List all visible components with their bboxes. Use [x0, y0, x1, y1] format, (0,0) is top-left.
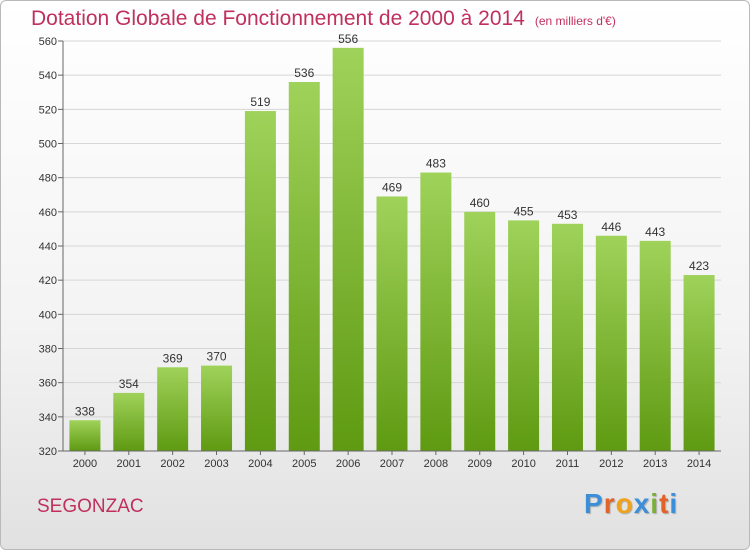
data-label: 536	[294, 66, 314, 80]
x-tick-label: 2005	[292, 458, 316, 470]
bar	[464, 211, 496, 451]
logo-letter: r	[603, 488, 616, 519]
bar	[420, 172, 452, 451]
data-label: 354	[119, 377, 139, 391]
y-tick-label: 560	[39, 36, 57, 48]
bar	[244, 111, 276, 452]
data-label: 370	[207, 350, 227, 364]
logo-letter: o	[615, 488, 634, 519]
data-label: 519	[250, 95, 270, 109]
x-tick-label: 2008	[424, 458, 448, 470]
y-tick-label: 540	[39, 70, 57, 82]
data-label: 443	[645, 225, 665, 239]
bar	[113, 392, 145, 451]
data-label: 556	[338, 32, 358, 46]
bar	[639, 240, 671, 451]
y-tick-label: 460	[39, 207, 57, 219]
y-tick-label: 520	[39, 104, 57, 116]
bar	[595, 235, 627, 451]
bar	[157, 367, 189, 451]
data-label: 338	[75, 404, 95, 418]
x-tick-label: 2011	[556, 458, 580, 470]
axes: 320 340 360 380 400 420 440 460 480 500 520 540 560 2…	[39, 36, 721, 470]
data-label: 483	[426, 157, 446, 171]
y-tick-label: 320	[39, 446, 57, 458]
data-label: 369	[163, 351, 183, 365]
y-tick-label: 340	[39, 412, 57, 424]
x-tick-label: 2002	[160, 458, 184, 470]
commune-name: SEGONZAC	[37, 496, 144, 517]
logo-letter: x	[633, 488, 651, 519]
x-tick-label: 2000	[73, 458, 97, 470]
y-tick-label: 500	[39, 139, 57, 151]
y-tick-label: 400	[39, 309, 57, 321]
y-tick-label: 480	[39, 173, 57, 185]
data-label: 455	[514, 204, 534, 218]
data-label: 453	[557, 208, 577, 222]
x-tick-label: 2009	[467, 458, 491, 470]
logo-letter: i	[669, 488, 679, 519]
proxiti-logo: Proxiti	[584, 488, 678, 520]
x-tick-label: 2010	[511, 458, 535, 470]
data-label: 460	[470, 196, 490, 210]
bars: 338 354 369 370 519 536 556 469 483 460 455 453 446 4…	[69, 32, 715, 452]
logo-letter: t	[659, 488, 670, 519]
bar	[69, 420, 101, 451]
y-tick-label: 420	[39, 275, 57, 287]
bar	[201, 365, 233, 451]
bar	[332, 47, 364, 451]
data-label: 469	[382, 180, 402, 194]
logo-letter: P	[584, 488, 604, 519]
x-tick-label: 2006	[336, 458, 360, 470]
data-label: 446	[601, 220, 621, 234]
x-tick-label: 2007	[380, 458, 404, 470]
title-unit: (en milliers d'€)	[534, 14, 616, 28]
data-label: 423	[689, 259, 709, 273]
x-tick-label: 2013	[643, 458, 667, 470]
bar	[508, 220, 540, 451]
bar	[551, 223, 583, 451]
chart-title: Dotation Globale de Fonctionnement de 20…	[31, 7, 616, 31]
y-tick-label: 380	[39, 344, 57, 356]
x-tick-label: 2012	[599, 458, 623, 470]
y-tick-label: 360	[39, 378, 57, 390]
x-tick-label: 2001	[117, 458, 141, 470]
logo-letter: i	[650, 488, 660, 519]
bar	[376, 196, 408, 451]
x-tick-label: 2004	[248, 458, 272, 470]
x-tick-label: 2014	[687, 458, 711, 470]
y-tick-label: 440	[39, 241, 57, 253]
x-tick-label: 2003	[204, 458, 228, 470]
bar	[683, 275, 715, 451]
bar	[288, 82, 320, 451]
title-text: Dotation Globale de Fonctionnement de 20…	[31, 7, 525, 30]
